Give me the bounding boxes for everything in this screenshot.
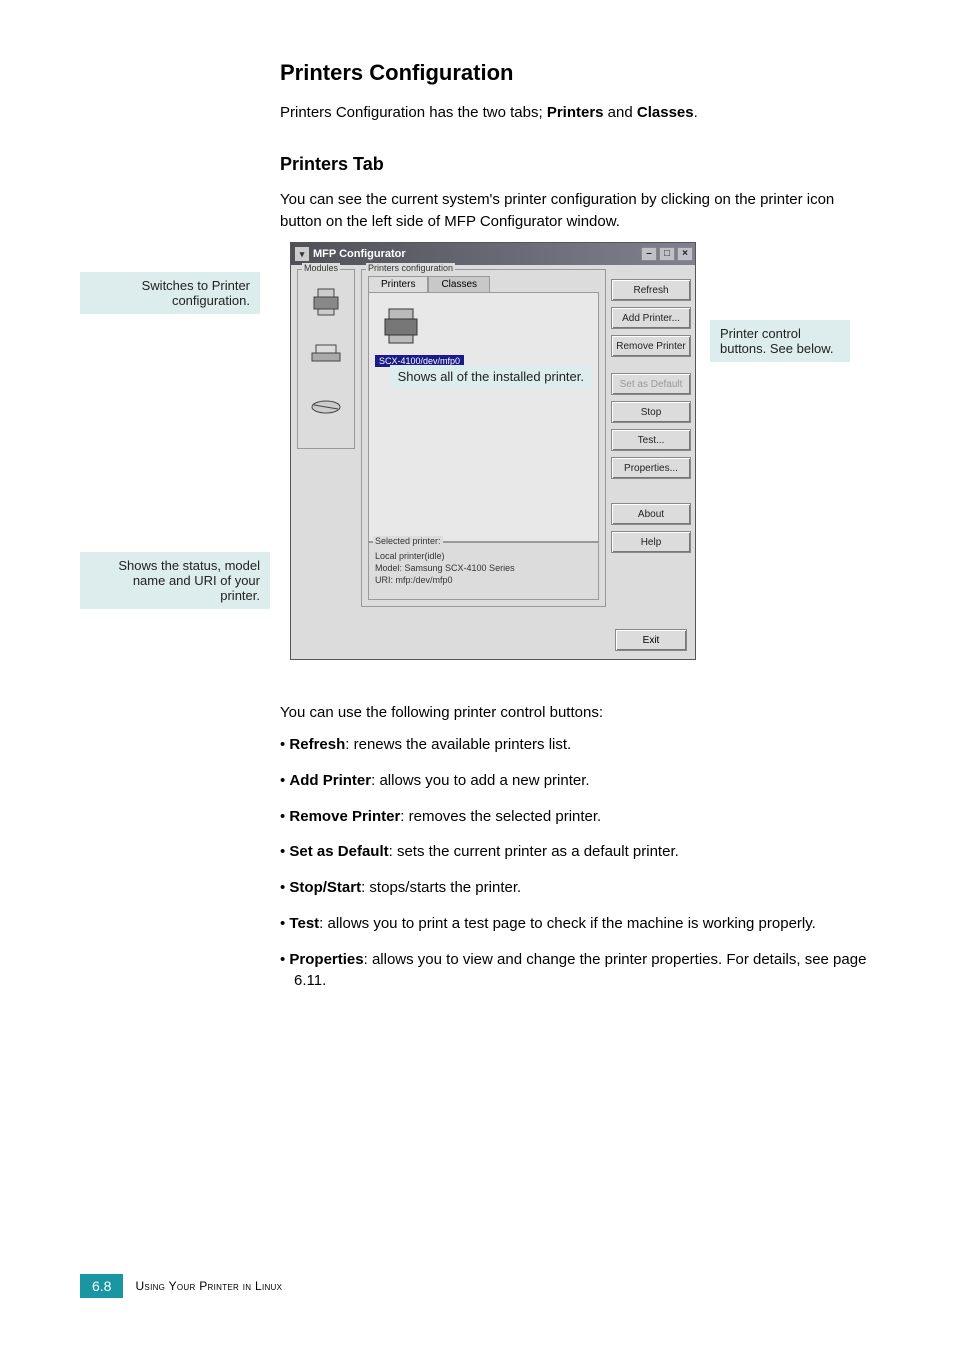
para-2: You can use the following printer contro… [280,702,874,724]
intro-suffix: . [694,104,698,121]
tab-printers[interactable]: Printers [368,276,428,292]
callout-shows-all: Shows all of the installed printer. [390,365,592,388]
selected-printer-line1: Local printer(idle) [375,551,592,561]
window-titlebar[interactable]: ▾ MFP Configurator – □ × [291,243,695,265]
bullet-test: Test: allows you to print a test page to… [280,913,874,935]
printer-item-icon[interactable] [377,301,425,349]
ports-module-icon[interactable] [305,384,347,426]
selected-printer-line2: Model: Samsung SCX-4100 Series [375,563,592,573]
window-title: MFP Configurator [313,248,406,260]
close-icon[interactable]: × [677,247,693,261]
page-footer: 6.8 Using Your Printer in Linux [80,1274,282,1298]
minimize-icon[interactable]: – [641,247,657,261]
bullet-props-b: Properties [289,951,363,968]
exit-button[interactable]: Exit [615,629,687,651]
selected-printer-frame: Selected printer: Local printer(idle) Mo… [368,542,599,600]
intro-text: Printers Configuration has the two tabs;… [280,102,874,124]
bullet-default-b: Set as Default [289,843,388,860]
selected-printer-line3: URI: mfp:/dev/mfp0 [375,575,592,585]
bullet-stop: Stop/Start: stops/starts the printer. [280,877,874,899]
bullet-refresh: Refresh: renews the available printers l… [280,734,874,756]
bullet-default: Set as Default: sets the current printer… [280,841,874,863]
footer-text: Using Your Printer in Linux [135,1279,282,1293]
intro-bold1: Printers [547,104,604,121]
bullet-stop-t: : stops/starts the printer. [361,879,521,896]
modules-label: Modules [302,263,340,273]
bullet-stop-b: Stop/Start [289,879,361,896]
about-button[interactable]: About [611,503,691,525]
button-column: Refresh Add Printer... Remove Printer Se… [611,279,691,559]
modules-panel: Modules [297,269,355,449]
callout-status: Shows the status, model name and URI of … [80,552,270,609]
screenshot-figure: Switches to Printer configuration. Shows… [80,242,850,672]
subsection-heading: Printers Tab [280,154,874,175]
set-default-button[interactable]: Set as Default [611,373,691,395]
maximize-icon[interactable]: □ [659,247,675,261]
intro-mid: and [604,104,637,121]
printers-config-panel: Printers configuration Printers Classes … [361,269,606,607]
para-1: You can see the current system's printer… [280,189,874,233]
tab-classes[interactable]: Classes [428,276,490,292]
page-number: 6.8 [80,1274,123,1298]
bullet-refresh-t: : renews the available printers list. [345,736,571,753]
scanners-module-icon[interactable] [305,332,347,374]
callout-printer-control: Printer control buttons. See below. [710,320,850,362]
bullet-remove-t: : removes the selected printer. [400,808,601,825]
intro-bold2: Classes [637,104,694,121]
mfp-configurator-window: ▾ MFP Configurator – □ × Modules [290,242,696,660]
bullet-props-t: : allows you to view and change the prin… [294,951,866,990]
printers-list[interactable]: SCX-4100/dev/mfp0 Shows all of the insta… [368,292,599,542]
bullet-refresh-b: Refresh [289,736,345,753]
bullet-props: Properties: allows you to view and chang… [280,949,874,993]
bullet-remove: Remove Printer: removes the selected pri… [280,806,874,828]
properties-button[interactable]: Properties... [611,457,691,479]
bullet-test-t: : allows you to print a test page to che… [319,915,816,932]
selected-printer-label: Selected printer: [373,536,443,546]
printers-module-icon[interactable] [305,280,347,322]
refresh-button[interactable]: Refresh [611,279,691,301]
callout-switches: Switches to Printer configuration. [80,272,260,314]
add-printer-button[interactable]: Add Printer... [611,307,691,329]
titlebar-chevron-icon[interactable]: ▾ [295,247,309,261]
bullet-remove-b: Remove Printer [289,808,400,825]
bullet-default-t: : sets the current printer as a default … [389,843,679,860]
test-button[interactable]: Test... [611,429,691,451]
bullet-add: Add Printer: allows you to add a new pri… [280,770,874,792]
bullet-test-b: Test [289,915,319,932]
bullet-add-b: Add Printer [289,772,371,789]
intro-prefix: Printers Configuration has the two tabs; [280,104,547,121]
help-button[interactable]: Help [611,531,691,553]
stop-button[interactable]: Stop [611,401,691,423]
remove-printer-button[interactable]: Remove Printer [611,335,691,357]
section-heading: Printers Configuration [280,60,874,86]
bullet-add-t: : allows you to add a new printer. [371,772,589,789]
printers-config-label: Printers configuration [366,263,455,273]
